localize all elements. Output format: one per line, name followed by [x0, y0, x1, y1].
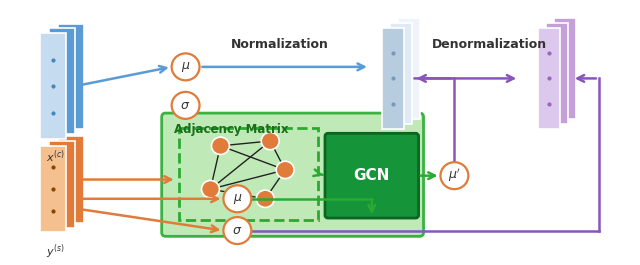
Text: $\mu$: $\mu$ — [180, 60, 190, 74]
Circle shape — [276, 161, 294, 179]
Bar — [179, 129, 318, 220]
Bar — [397, 18, 420, 119]
Bar — [40, 33, 66, 139]
Text: Adjacency Matrix: Adjacency Matrix — [173, 123, 288, 136]
Text: $\sigma$: $\sigma$ — [180, 99, 191, 112]
Bar — [49, 28, 75, 134]
Circle shape — [256, 190, 274, 207]
Text: Denormalization: Denormalization — [432, 38, 547, 51]
FancyBboxPatch shape — [162, 113, 424, 236]
Bar — [49, 141, 75, 228]
Circle shape — [261, 132, 279, 150]
Text: GCN: GCN — [353, 168, 390, 183]
Text: $\mu'$: $\mu'$ — [448, 167, 461, 184]
Bar — [40, 146, 66, 232]
Circle shape — [223, 217, 252, 244]
Text: $\sigma$: $\sigma$ — [232, 224, 243, 237]
Text: $\mu$: $\mu$ — [232, 192, 242, 206]
Text: Normalization: Normalization — [231, 38, 329, 51]
Circle shape — [172, 92, 200, 119]
Bar — [58, 24, 84, 130]
Bar — [58, 136, 84, 223]
Bar — [546, 23, 568, 124]
Text: $x^{(c)}$: $x^{(c)}$ — [45, 149, 65, 165]
Bar — [554, 18, 576, 119]
Circle shape — [172, 53, 200, 80]
Bar — [390, 23, 412, 124]
Bar — [381, 28, 404, 129]
Text: $y^{(s)}$: $y^{(s)}$ — [45, 242, 65, 261]
Circle shape — [440, 162, 468, 189]
FancyBboxPatch shape — [325, 133, 419, 218]
Circle shape — [211, 137, 229, 154]
Circle shape — [202, 180, 220, 198]
Circle shape — [223, 185, 252, 212]
Bar — [538, 28, 560, 129]
